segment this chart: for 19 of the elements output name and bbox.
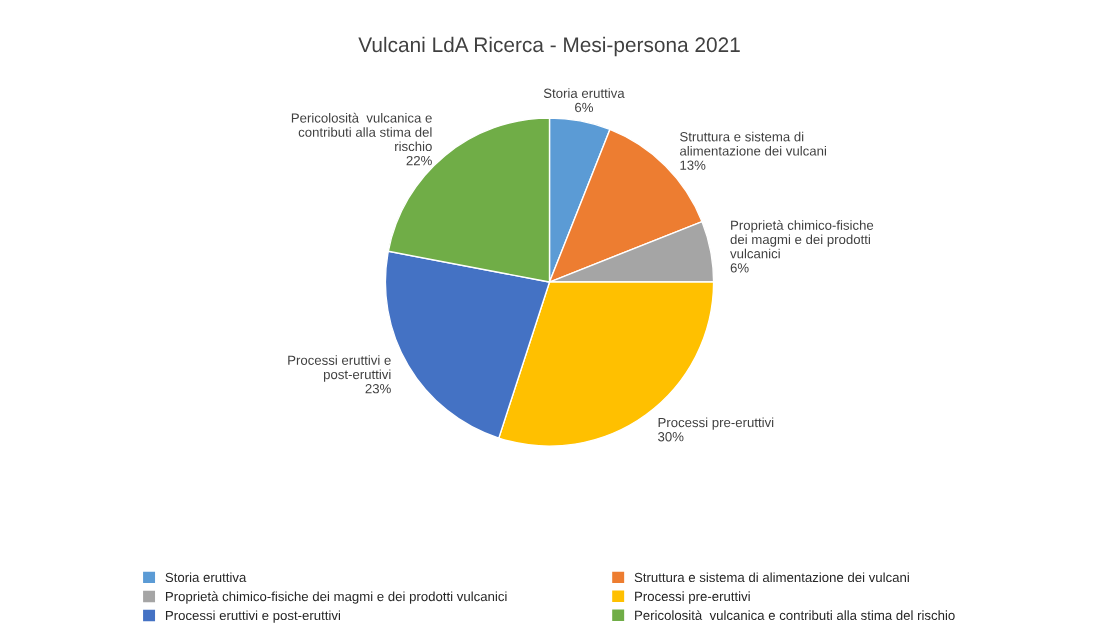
data-label: 22% [406, 155, 432, 166]
data-label: 13% [680, 160, 706, 170]
slice-label: Proprietà chimico-fisiche dei magmi e dei prodotti vulcanici [730, 220, 874, 259]
data-label: 23% [365, 384, 391, 394]
data-label: 6% [575, 102, 593, 113]
slice-label: Processi eruttivi e post-eruttivi [288, 355, 391, 382]
slice-label: Pericolosità vulcanica e contributi alla stima del rischio [291, 112, 432, 152]
slice-label: Storia eruttiva [543, 88, 625, 98]
slice-label: Struttura e sistema di alimentazione dei vulcani [680, 131, 826, 156]
legend-label: Processi eruttivi e post-eruttivi [165, 610, 340, 623]
data-label: 30% [658, 432, 684, 442]
legend-label: Struttura e sistema di alimentazione dei vulcani [634, 572, 909, 583]
chart-title: Vulcani LdA Ricerca - Mesi-persona 2021 [358, 36, 740, 57]
legend-label: Pericolosità vulcanica e contributi alla stima del rischio [635, 610, 955, 621]
legend-label: Proprietà chimico-fisiche dei magmi e dei prodotti vulcanici [165, 591, 507, 604]
legend-label: Processi pre-eruttivi [635, 591, 750, 604]
legend-label: Storia eruttiva [165, 572, 247, 583]
slice-label: Processi pre-eruttivi [658, 417, 774, 430]
data-label: 6% [730, 263, 749, 273]
